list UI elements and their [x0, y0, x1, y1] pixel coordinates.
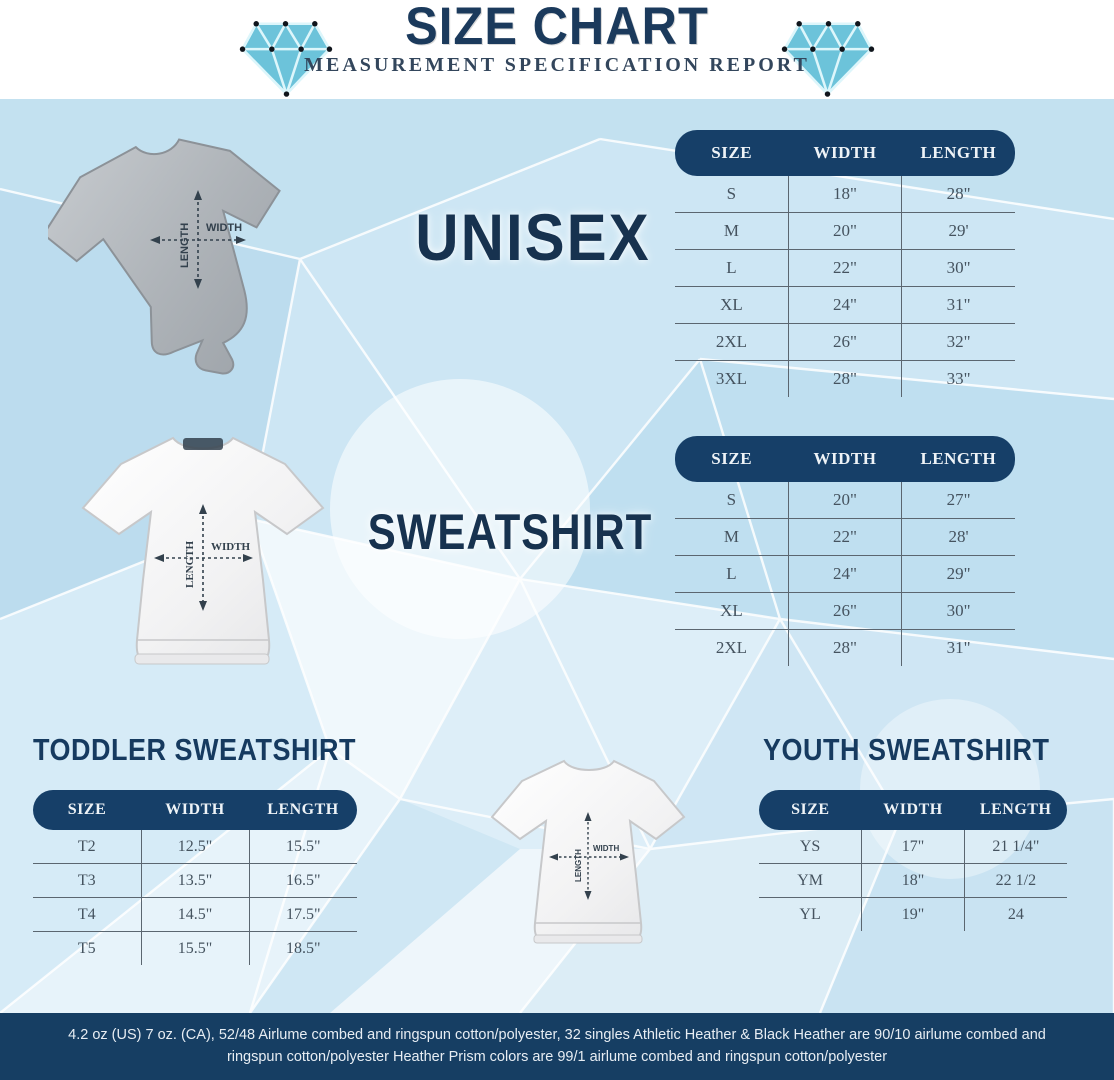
svg-text:LENGTH: LENGTH — [179, 223, 191, 268]
svg-text:WIDTH: WIDTH — [593, 844, 619, 853]
svg-text:LENGTH: LENGTH — [574, 849, 583, 882]
svg-text:WIDTH: WIDTH — [206, 222, 242, 234]
svg-text:LENGTH: LENGTH — [184, 540, 196, 588]
svg-text:WIDTH: WIDTH — [211, 541, 251, 553]
